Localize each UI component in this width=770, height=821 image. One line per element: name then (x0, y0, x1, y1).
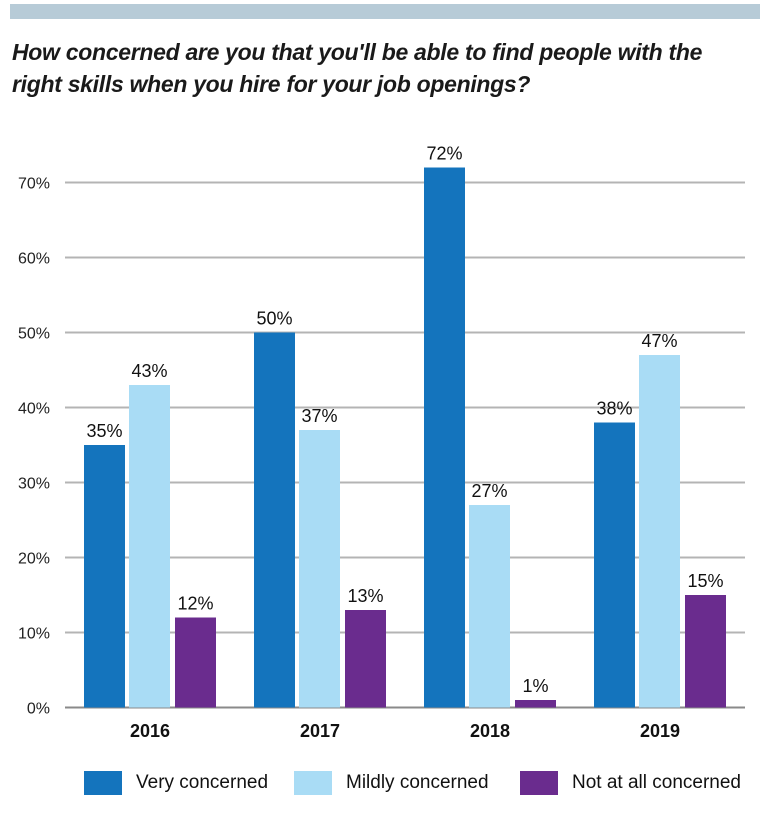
data-label-mildly-concerned-2016: 43% (131, 361, 167, 381)
data-label-very-concerned-2018: 72% (426, 144, 462, 164)
legend-label-not-at-all-concerned: Not at all concerned (572, 772, 741, 793)
legend-swatch-not-at-all-concerned (520, 771, 558, 795)
legend-swatch-very-concerned (84, 771, 122, 795)
chart-title: How concerned are you that you'll be abl… (12, 39, 703, 97)
data-label-mildly-concerned-2018: 27% (471, 481, 507, 501)
data-label-mildly-concerned-2017: 37% (301, 406, 337, 426)
bar-mildly-concerned-2018 (469, 505, 510, 708)
legend-swatch-mildly-concerned (294, 771, 332, 795)
bar-mildly-concerned-2016 (129, 385, 170, 708)
bar-chart: 0%10%20%30%40%50%60%70% 35%50%72%38%43%3… (18, 144, 745, 741)
y-tick-label: 70% (18, 176, 50, 193)
data-label-not-at-all-concerned-2016: 12% (177, 594, 213, 614)
top-accent-bar (10, 4, 760, 19)
y-tick-label: 10% (18, 626, 50, 643)
legend: Very concerned Mildly concerned Not at a… (0, 768, 770, 798)
bar-not-at-all-concerned-2018 (515, 700, 556, 708)
x-category-label: 2018 (470, 721, 510, 741)
x-category-label: 2019 (640, 721, 680, 741)
y-tick-label: 30% (18, 476, 50, 493)
bar-mildly-concerned-2019 (639, 355, 680, 708)
y-tick-label: 60% (18, 251, 50, 268)
legend-item-very-concerned: Very concerned (84, 768, 268, 798)
legend-label-very-concerned: Very concerned (136, 772, 269, 793)
y-tick-label: 20% (18, 551, 50, 568)
x-category-label: 2017 (300, 721, 340, 741)
data-label-not-at-all-concerned-2017: 13% (347, 586, 383, 606)
bar-very-concerned-2019 (594, 422, 635, 708)
y-axis-ticks: 0% 10% 20% 30% 40% 50% 60% 70% (18, 176, 50, 718)
bar-not-at-all-concerned-2016 (175, 617, 216, 708)
y-tick-label: 40% (18, 401, 50, 418)
data-labels: 35% 50% 72% 38% 43% 37% 27% 47% 12% 13% 1% 15% (86, 144, 723, 697)
data-label-mildly-concerned-2019: 47% (641, 331, 677, 351)
legend-item-not-at-all-concerned: Not at all concerned (520, 768, 741, 798)
bar-mildly-concerned-2017 (299, 430, 340, 708)
data-label-very-concerned-2019: 38% (596, 399, 632, 419)
bars (84, 167, 726, 708)
data-label-very-concerned-2016: 35% (86, 421, 122, 441)
y-tick-label: 50% (18, 326, 50, 343)
x-axis-categories: 2016 2017 2018 2019 (130, 721, 680, 741)
legend-label-mildly-concerned: Mildly concerned (346, 772, 489, 793)
bar-very-concerned-2018 (424, 167, 465, 708)
y-tick-label: 0% (27, 701, 50, 718)
bar-very-concerned-2016 (84, 445, 125, 708)
bar-not-at-all-concerned-2019 (685, 595, 726, 708)
data-label-very-concerned-2017: 50% (256, 309, 292, 329)
bar-not-at-all-concerned-2017 (345, 610, 386, 708)
data-label-not-at-all-concerned-2019: 15% (687, 571, 723, 591)
legend-item-mildly-concerned: Mildly concerned (294, 768, 489, 798)
bar-very-concerned-2017 (254, 332, 295, 708)
data-label-not-at-all-concerned-2018: 1% (522, 676, 548, 696)
x-category-label: 2016 (130, 721, 170, 741)
